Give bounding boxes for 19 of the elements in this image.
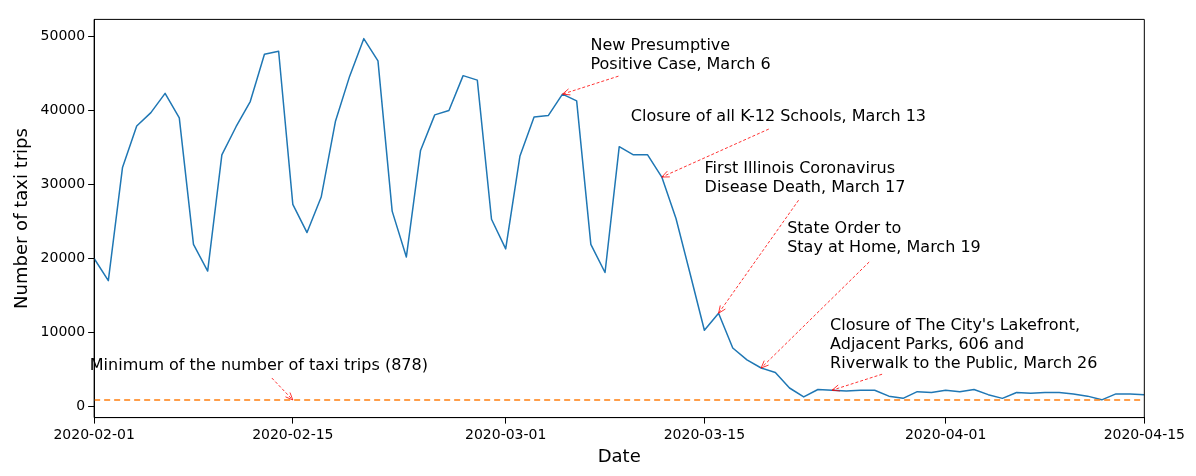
x-tick-label: 2020-03-15 (663, 425, 746, 442)
x-tick-label: 2020-04-15 (1103, 425, 1186, 442)
y-tick-label: 40000 (40, 101, 86, 118)
annotation: State Order to Stay at Home, March 19 (787, 218, 981, 257)
y-axis-title: Number of taxi trips (10, 128, 32, 309)
x-tick-label: 2020-02-01 (53, 425, 135, 442)
y-tick-label: 10000 (40, 323, 86, 340)
y-tick-label: 20000 (40, 249, 86, 266)
x-tick-label: 2020-04-01 (904, 425, 987, 442)
annotation: First Illinois Coronavirus Disease Death, March 17 (704, 158, 906, 197)
annotation: New Presumptive Positive Case, March 6 (590, 35, 771, 74)
x-axis-title: Date (597, 444, 641, 466)
x-tick-label: 2020-03-01 (465, 425, 547, 442)
x-tick-label: 2020-02-15 (252, 425, 334, 442)
y-tick-label: 30000 (40, 175, 86, 192)
y-tick-label: 50000 (40, 27, 86, 44)
y-tick-label: 0 (76, 397, 86, 414)
annotation: Closure of all K-12 Schools, March 13 (630, 106, 927, 126)
annotation: Closure of The City's Lakefront, Adjacent Parks, 606 and Riverwalk to the Public, March 26 (830, 315, 1098, 373)
